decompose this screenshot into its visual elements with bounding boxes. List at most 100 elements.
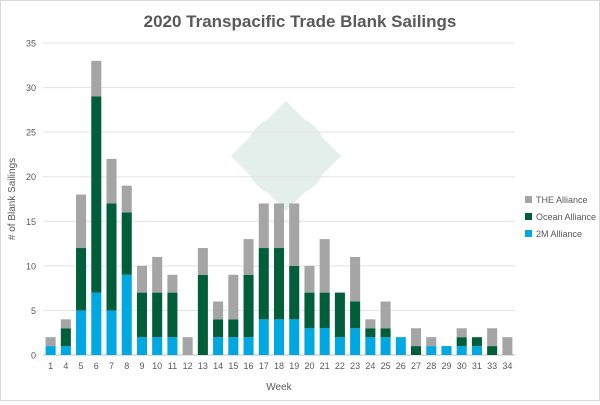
x-tick-label: 7 <box>109 361 114 371</box>
bar-the-alliance-week-7 <box>106 158 117 204</box>
x-tick-label: 22 <box>335 361 345 371</box>
y-tick-label: 25 <box>26 128 36 138</box>
x-tick-label: 18 <box>274 361 284 371</box>
bar-2m-alliance-week-30 <box>456 346 467 355</box>
bar-ocean-alliance-week-22 <box>334 292 345 338</box>
bar-the-alliance-week-21 <box>319 239 330 293</box>
bar-the-alliance-week-28 <box>426 337 437 347</box>
x-tick-label: 24 <box>365 361 375 371</box>
y-tick-label: 0 <box>31 351 36 361</box>
bar-ocean-alliance-week-18 <box>273 248 285 320</box>
bar-the-alliance-week-12 <box>182 337 193 355</box>
bar-2m-alliance-week-23 <box>350 328 361 355</box>
bar-ocean-alliance-week-11 <box>167 292 178 338</box>
x-tick-label: 25 <box>381 361 391 371</box>
bar-the-alliance-week-14 <box>213 301 224 320</box>
bar-2m-alliance-week-14 <box>213 337 224 355</box>
legend-label: Ocean Alliance <box>536 212 596 222</box>
bar-the-alliance-week-30 <box>456 328 467 338</box>
bar-2m-alliance-week-15 <box>228 337 239 355</box>
bar-the-alliance-week-13 <box>197 248 208 275</box>
bar-2m-alliance-week-6 <box>91 292 102 355</box>
bar-2m-alliance-week-21 <box>319 328 330 355</box>
y-tick-label: 10 <box>26 261 36 271</box>
bar-the-alliance-week-9 <box>136 265 147 293</box>
bar-the-alliance-week-6 <box>91 60 102 97</box>
x-tick-label: 21 <box>320 361 330 371</box>
legend-label: THE Alliance <box>536 195 588 205</box>
x-tick-label: 4 <box>63 361 68 371</box>
y-tick-label: 20 <box>26 172 36 182</box>
x-tick-label: 10 <box>152 361 162 371</box>
chart-title: 2020 Transpacific Trade Blank Sailings <box>144 12 457 31</box>
bar-2m-alliance-week-17 <box>258 319 269 355</box>
bar-ocean-alliance-week-14 <box>213 319 224 338</box>
bar-the-alliance-week-10 <box>152 256 163 293</box>
x-axis-label: Week <box>266 382 292 393</box>
bar-ocean-alliance-week-31 <box>471 337 482 347</box>
bar-the-alliance-week-5 <box>76 194 87 249</box>
bar-2m-alliance-week-7 <box>106 310 117 355</box>
bar-2m-alliance-week-19 <box>289 319 300 355</box>
bar-2m-alliance-week-10 <box>152 337 163 355</box>
bar-2m-alliance-week-24 <box>365 337 376 355</box>
bar-ocean-alliance-week-24 <box>365 328 376 338</box>
bar-the-alliance-week-17 <box>258 203 269 249</box>
y-tick-label: 35 <box>26 39 36 49</box>
x-tick-label: 26 <box>396 361 406 371</box>
bar-2m-alliance-week-31 <box>471 346 482 355</box>
watermark-logo <box>231 101 341 211</box>
bar-ocean-alliance-week-13 <box>197 274 208 355</box>
bar-2m-alliance-week-20 <box>304 328 315 355</box>
bar-the-alliance-week-8 <box>121 185 132 213</box>
x-tick-label: 20 <box>304 361 314 371</box>
x-tick-label: 17 <box>259 361 269 371</box>
bar-ocean-alliance-week-17 <box>258 248 269 320</box>
x-tick-label: 16 <box>244 361 254 371</box>
bar-2m-alliance-week-18 <box>273 319 285 355</box>
x-tick-label: 13 <box>198 361 208 371</box>
x-tick-label: 28 <box>426 361 436 371</box>
x-tick-label: 5 <box>79 361 84 371</box>
bar-the-alliance-week-1 <box>45 337 56 347</box>
x-tick-label: 15 <box>228 361 238 371</box>
bar-2m-alliance-week-8 <box>121 274 132 355</box>
bar-ocean-alliance-week-33 <box>487 346 498 355</box>
bar-ocean-alliance-week-15 <box>228 319 239 338</box>
bar-2m-alliance-week-25 <box>380 337 391 355</box>
bar-ocean-alliance-week-7 <box>106 203 117 311</box>
x-tick-label: 12 <box>183 361 193 371</box>
x-tick-label: 34 <box>502 361 512 371</box>
bar-the-alliance-week-16 <box>243 239 254 275</box>
bar-ocean-alliance-week-9 <box>136 292 147 338</box>
bar-the-alliance-week-19 <box>289 203 300 266</box>
bar-ocean-alliance-week-10 <box>152 292 163 338</box>
x-tick-label: 29 <box>441 361 451 371</box>
bar-ocean-alliance-week-19 <box>289 265 300 320</box>
bar-ocean-alliance-week-16 <box>243 274 254 338</box>
bar-2m-alliance-week-11 <box>167 337 178 355</box>
x-tick-label: 19 <box>289 361 299 371</box>
legend-label: 2M Alliance <box>536 229 582 239</box>
x-tick-label: 6 <box>94 361 99 371</box>
bar-the-alliance-week-15 <box>228 274 239 320</box>
bar-2m-alliance-week-16 <box>243 337 254 355</box>
legend-swatch <box>525 230 532 237</box>
x-tick-label: 27 <box>411 361 421 371</box>
bar-the-alliance-week-11 <box>167 274 178 293</box>
bar-ocean-alliance-week-30 <box>456 337 467 347</box>
bar-2m-alliance-week-28 <box>426 346 437 355</box>
x-tick-label: 31 <box>472 361 482 371</box>
bar-ocean-alliance-week-6 <box>91 96 102 293</box>
y-tick-label: 5 <box>31 306 36 316</box>
bar-ocean-alliance-week-5 <box>76 248 87 311</box>
bar-the-alliance-week-33 <box>487 328 498 347</box>
legend-swatch <box>525 213 532 220</box>
x-tick-label: 8 <box>124 361 129 371</box>
bar-ocean-alliance-week-4 <box>60 328 71 347</box>
bar-the-alliance-week-25 <box>380 301 391 329</box>
y-tick-label: 15 <box>26 217 36 227</box>
bar-the-alliance-week-24 <box>365 319 376 329</box>
